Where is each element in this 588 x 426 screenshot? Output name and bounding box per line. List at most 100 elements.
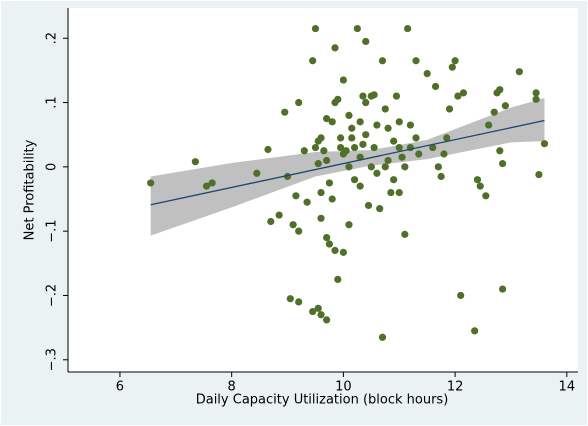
data-point bbox=[434, 163, 442, 171]
data-point bbox=[473, 176, 482, 184]
data-point bbox=[498, 285, 507, 293]
data-point bbox=[490, 108, 498, 116]
data-point bbox=[309, 307, 317, 316]
data-point bbox=[325, 179, 334, 187]
data-point bbox=[267, 217, 275, 226]
data-point bbox=[381, 163, 389, 171]
data-point bbox=[384, 124, 392, 132]
data-point bbox=[334, 95, 342, 103]
y-tick-label: −.2 bbox=[45, 284, 60, 307]
data-point bbox=[498, 160, 507, 168]
data-point bbox=[295, 98, 303, 107]
data-point bbox=[370, 143, 378, 152]
y-tick-label: 0 bbox=[45, 163, 60, 171]
data-point bbox=[412, 134, 420, 142]
data-point bbox=[350, 176, 359, 184]
data-point bbox=[423, 69, 431, 78]
data-point bbox=[437, 172, 445, 181]
data-point bbox=[350, 143, 359, 152]
data-point bbox=[359, 92, 367, 100]
data-point bbox=[515, 68, 523, 76]
data-point bbox=[286, 295, 294, 303]
data-point bbox=[448, 63, 456, 71]
data-point bbox=[191, 158, 199, 166]
data-point bbox=[345, 221, 353, 229]
data-point bbox=[485, 121, 493, 129]
data-point bbox=[376, 205, 384, 213]
data-point bbox=[348, 134, 356, 142]
data-point bbox=[339, 248, 347, 256]
data-point bbox=[443, 134, 451, 142]
data-point bbox=[295, 227, 303, 235]
data-point bbox=[451, 57, 459, 65]
data-point bbox=[264, 145, 272, 154]
data-point bbox=[532, 95, 540, 103]
data-point bbox=[331, 246, 339, 255]
data-point bbox=[325, 240, 334, 248]
data-point bbox=[202, 182, 211, 190]
data-point bbox=[311, 24, 320, 33]
data-point bbox=[328, 118, 336, 126]
data-point bbox=[406, 121, 415, 129]
data-point bbox=[345, 163, 353, 171]
data-point bbox=[459, 89, 468, 97]
y-tick-label: −.3 bbox=[45, 348, 60, 371]
y-tick-label: −.1 bbox=[45, 220, 60, 243]
x-tick-label: 14 bbox=[559, 380, 576, 395]
data-point bbox=[317, 311, 325, 319]
data-point bbox=[336, 143, 345, 152]
data-point bbox=[353, 24, 361, 33]
data-point bbox=[378, 333, 387, 341]
y-axis-label: Net Profitability bbox=[23, 139, 38, 240]
data-point bbox=[381, 105, 389, 113]
data-point bbox=[345, 111, 353, 119]
data-point bbox=[359, 140, 367, 148]
data-point bbox=[431, 82, 440, 91]
data-point bbox=[356, 118, 364, 126]
data-point bbox=[289, 221, 297, 229]
data-point bbox=[532, 89, 540, 97]
data-point bbox=[496, 147, 504, 155]
data-point bbox=[392, 92, 401, 100]
data-point bbox=[362, 131, 370, 139]
data-point bbox=[378, 57, 387, 65]
x-tick-label: 10 bbox=[335, 380, 352, 395]
y-tick-label: .2 bbox=[45, 32, 60, 44]
data-point bbox=[300, 147, 308, 155]
data-point bbox=[323, 316, 331, 324]
data-point bbox=[384, 156, 392, 165]
data-point bbox=[314, 160, 322, 168]
y-tick-label: .1 bbox=[45, 96, 60, 108]
data-point bbox=[390, 137, 398, 145]
data-point bbox=[412, 57, 420, 65]
data-point bbox=[147, 179, 155, 187]
data-point bbox=[454, 92, 462, 100]
data-point bbox=[208, 179, 216, 187]
data-point bbox=[429, 143, 437, 152]
x-axis-label: Daily Capacity Utilization (block hours) bbox=[196, 393, 449, 408]
data-point bbox=[370, 91, 378, 99]
data-point bbox=[364, 201, 373, 210]
data-point bbox=[309, 57, 317, 65]
data-point bbox=[317, 214, 325, 222]
data-point bbox=[323, 156, 331, 165]
data-point bbox=[320, 147, 328, 155]
data-point bbox=[445, 105, 454, 113]
data-point bbox=[323, 233, 331, 242]
data-point bbox=[440, 150, 448, 158]
x-tick-label: 8 bbox=[228, 380, 236, 395]
data-point bbox=[395, 188, 403, 197]
data-point bbox=[401, 230, 409, 238]
data-point bbox=[339, 150, 347, 158]
data-point bbox=[398, 153, 406, 161]
data-point bbox=[373, 169, 381, 177]
data-point bbox=[471, 327, 479, 335]
data-point bbox=[317, 188, 325, 197]
fit-line bbox=[150, 119, 545, 206]
data-point bbox=[415, 150, 423, 158]
data-point bbox=[395, 143, 403, 152]
data-point bbox=[482, 192, 490, 200]
data-point bbox=[317, 134, 325, 142]
